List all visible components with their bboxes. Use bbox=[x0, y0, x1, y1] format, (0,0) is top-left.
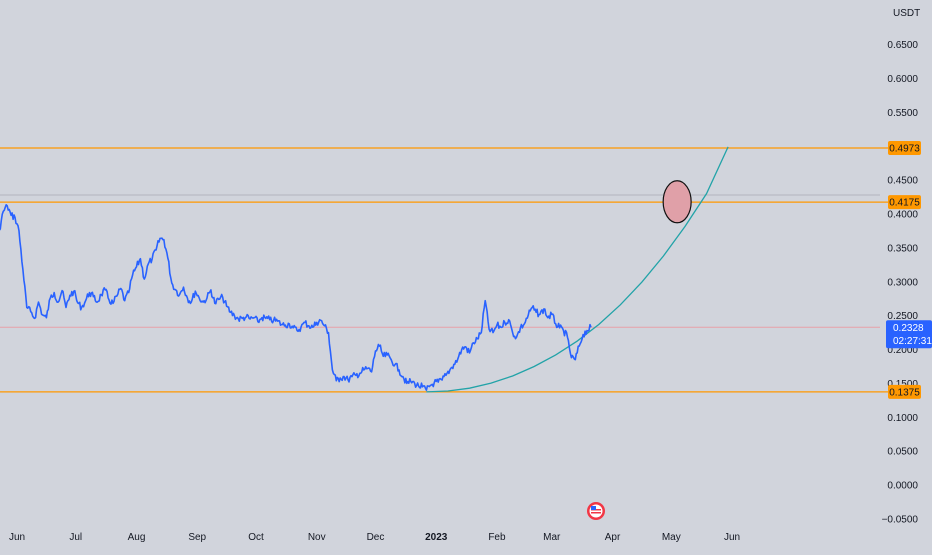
y-tick-label: 0.6500 bbox=[887, 40, 918, 51]
level-price-tag-0 bbox=[888, 141, 921, 156]
price-series-line[interactable] bbox=[0, 204, 592, 391]
highlight-circle[interactable] bbox=[662, 180, 692, 224]
x-tick-label: Jun bbox=[724, 532, 740, 543]
x-tick-label: Sep bbox=[188, 532, 206, 543]
last-price-label: 0.2328 bbox=[893, 323, 924, 334]
x-tick-label: Dec bbox=[367, 532, 385, 543]
currency-label: USDT bbox=[893, 8, 920, 19]
level-price-tag-label: 0.4973 bbox=[889, 144, 920, 155]
y-tick-label: 0.6000 bbox=[887, 74, 918, 85]
y-tick-label: 0.4000 bbox=[887, 209, 918, 220]
x-tick-label: May bbox=[662, 532, 681, 543]
x-tick-label: Aug bbox=[128, 532, 146, 543]
level-price-tag-label: 0.1375 bbox=[889, 387, 920, 398]
x-tick-label: Jul bbox=[69, 532, 82, 543]
y-tick-label: 0.1000 bbox=[887, 413, 918, 424]
x-tick-label: 2023 bbox=[425, 532, 448, 543]
us-flag-canton bbox=[591, 506, 596, 510]
y-tick-label: 0.4500 bbox=[887, 176, 918, 187]
us-flag-stripe bbox=[591, 512, 601, 514]
x-tick-label: Feb bbox=[488, 532, 506, 543]
parabolic-curve[interactable] bbox=[426, 146, 729, 393]
y-tick-label: 0.2500 bbox=[887, 311, 918, 322]
last-price-tag bbox=[886, 320, 932, 349]
level-price-tag-label: 0.4175 bbox=[889, 198, 920, 209]
y-tick-label: 0.0500 bbox=[887, 447, 918, 458]
x-tick-label: Apr bbox=[605, 532, 621, 543]
x-tick-label: Jun bbox=[9, 532, 25, 543]
y-tick-label: 0.0000 bbox=[887, 481, 918, 492]
y-tick-label: 0.3500 bbox=[887, 243, 918, 254]
y-tick-label: 0.1500 bbox=[887, 379, 918, 390]
y-tick-label: 0.2000 bbox=[887, 345, 918, 356]
x-tick-label: Nov bbox=[308, 532, 326, 543]
x-tick-label: Oct bbox=[248, 532, 264, 543]
x-tick-label: Mar bbox=[543, 532, 561, 543]
level-price-tag-2 bbox=[888, 384, 921, 399]
countdown-label: 02:27:31 bbox=[893, 336, 932, 347]
level-price-tag-1 bbox=[888, 195, 921, 210]
y-tick-label: 0.3000 bbox=[887, 277, 918, 288]
y-tick-label: −0.0500 bbox=[882, 515, 919, 526]
y-tick-label: 0.5500 bbox=[887, 108, 918, 119]
